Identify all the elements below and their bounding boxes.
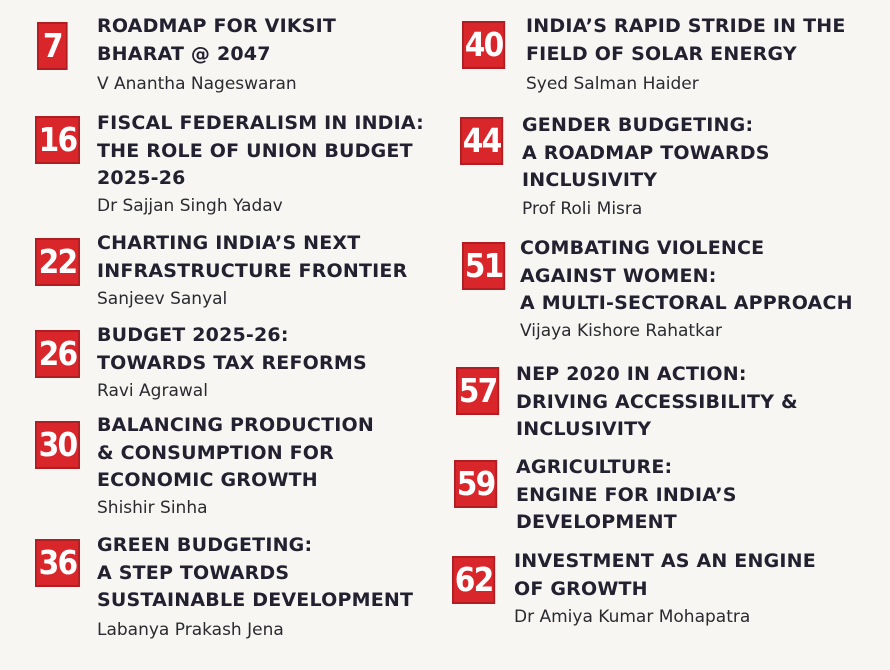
article-title: GREEN BUDGETING: A STEP TOWARDS SUSTAINA… [97,532,413,615]
page-number-badge: 7 [37,22,68,70]
article-author: Vijaya Kishore Rahatkar [520,321,723,341]
title-line: BALANCING PRODUCTION [97,414,374,436]
title-line: OF GROWTH [514,577,648,600]
title-line: INDIA’S RAPID STRIDE IN THE [526,15,846,37]
title-line: 2025-26 [97,167,186,189]
title-line: INCLUSIVITY [522,169,658,191]
title-line: ENGINE FOR INDIA’S [516,483,737,506]
title-line: THE ROLE OF UNION BUDGET [97,139,413,162]
title-line: AGRICULTURE: [516,456,673,478]
article-title: COMBATING VIOLENCE AGAINST WOMEN: A MULT… [520,235,853,318]
page-number-badge: 22 [35,238,80,286]
page-number-badge: 57 [456,367,500,415]
page-number-badge: 44 [460,117,504,165]
title-line: A ROADMAP TOWARDS [522,141,770,164]
page-number-badge: 51 [462,242,506,290]
article-author: V Anantha Nageswaran [97,74,297,94]
title-line: & CONSUMPTION FOR [97,441,334,464]
title-line: SUSTAINABLE DEVELOPMENT [97,589,414,611]
title-line: FIELD OF SOLAR ENERGY [526,42,797,65]
title-line: GREEN BUDGETING: [97,534,313,556]
article-title: FISCAL FEDERALISM IN INDIA: THE ROLE OF … [97,110,424,193]
page-number-badge: 26 [35,330,80,378]
article-author: Shishir Sinha [97,498,208,518]
article-title: CHARTING INDIA’S NEXT INFRASTRUCTURE FRO… [97,230,407,285]
article-author: Sanjeev Sanyal [97,289,228,309]
title-line: DRIVING ACCESSIBILITY & [516,390,798,413]
article-author: Prof Roli Misra [522,199,643,219]
page-number-badge: 62 [452,556,496,604]
article-title: BUDGET 2025-26: TOWARDS TAX REFORMS [97,322,367,377]
page-number-badge: 59 [454,460,498,508]
title-line: INFRASTRUCTURE FRONTIER [97,259,408,282]
article-author: Ravi Agrawal [97,381,208,401]
title-line: NEP 2020 IN ACTION: [516,363,747,385]
article-title: AGRICULTURE: ENGINE FOR INDIA’S DEVELOPM… [516,454,737,537]
title-line: A MULTI-SECTORAL APPROACH [520,292,853,314]
title-line: CHARTING INDIA’S NEXT [97,232,361,254]
title-line: ROADMAP FOR VIKSIT [97,15,337,37]
title-line: FISCAL FEDERALISM IN INDIA: [97,112,424,134]
article-title: INVESTMENT AS AN ENGINE OF GROWTH [514,548,816,603]
title-line: BHARAT @ 2047 [97,42,271,65]
article-title: BALANCING PRODUCTION & CONSUMPTION FOR E… [97,412,374,495]
article-title: INDIA’S RAPID STRIDE IN THE FIELD OF SOL… [526,13,846,68]
title-line: DEVELOPMENT [516,511,677,533]
article-title: ROADMAP FOR VIKSIT BHARAT @ 2047 [97,13,336,68]
article-title: NEP 2020 IN ACTION: DRIVING ACCESSIBILIT… [516,361,798,444]
page-number-badge: 30 [35,421,80,469]
title-line: TOWARDS TAX REFORMS [97,351,367,374]
title-line: BUDGET 2025-26: [97,324,289,346]
title-line: ECONOMIC GROWTH [97,469,318,491]
article-title: GENDER BUDGETING: A ROADMAP TOWARDS INCL… [522,112,770,195]
page-number-badge: 40 [462,21,506,69]
article-author: Dr Sajjan Singh Yadav [97,196,283,216]
title-line: AGAINST WOMEN: [520,264,717,287]
article-author: Dr Amiya Kumar Mohapatra [514,607,751,627]
page-number-badge: 36 [35,539,80,587]
title-line: INCLUSIVITY [516,418,652,440]
article-author: Syed Salman Haider [526,74,699,94]
title-line: A STEP TOWARDS [97,561,290,584]
page-number-badge: 16 [35,116,80,164]
title-line: INVESTMENT AS AN ENGINE [514,550,816,572]
title-line: GENDER BUDGETING: [522,114,754,136]
title-line: COMBATING VIOLENCE [520,237,765,259]
article-author: Labanya Prakash Jena [97,620,284,640]
